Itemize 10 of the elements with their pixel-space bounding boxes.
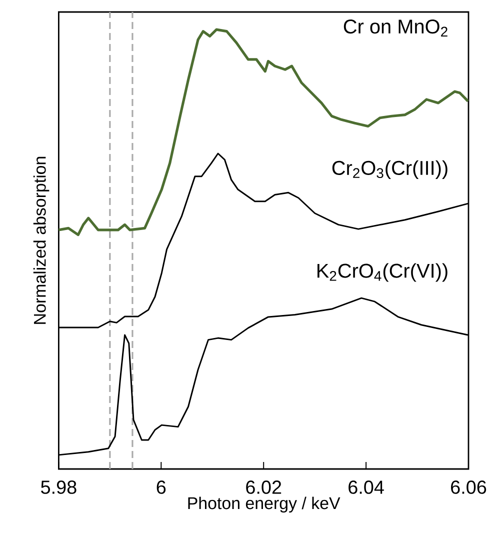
x-tick-label: 6.04 <box>348 480 384 494</box>
series-label: Cr$_{2}$O$_{3}$(Cr(III)) <box>332 160 448 179</box>
series-label: K$_{2}$CrO$_{4}$(Cr(VI)) <box>318 263 448 282</box>
x-axis-title: Photon energy / keV <box>188 496 340 513</box>
text: Cr on MnO$_{2}$ <box>344 19 448 36</box>
x-tick-label: 5.98 <box>41 480 76 494</box>
x-tick-label: 6.06 <box>451 480 486 494</box>
x-tick-label: 6 <box>156 480 166 494</box>
x-tick-label: 6.02 <box>246 480 282 494</box>
y-axis-title: Normalized absorption <box>33 156 50 324</box>
